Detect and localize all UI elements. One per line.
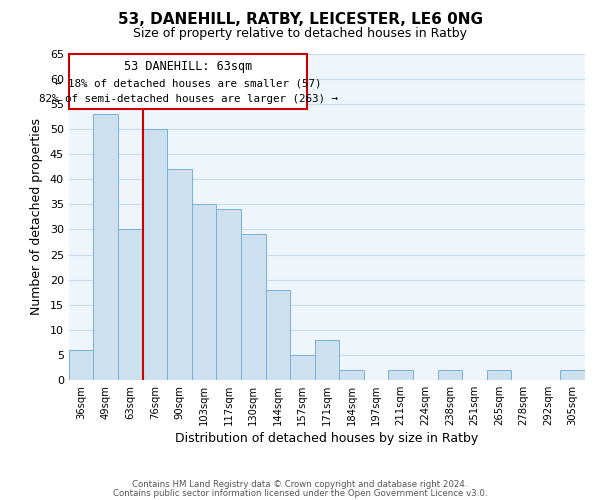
Text: 53 DANEHILL: 63sqm: 53 DANEHILL: 63sqm xyxy=(124,60,253,73)
Bar xyxy=(217,210,241,380)
Bar xyxy=(118,230,143,380)
Bar xyxy=(437,370,462,380)
Bar xyxy=(487,370,511,380)
Bar xyxy=(69,350,94,380)
Bar xyxy=(290,355,314,380)
Bar xyxy=(388,370,413,380)
Text: 53, DANEHILL, RATBY, LEICESTER, LE6 0NG: 53, DANEHILL, RATBY, LEICESTER, LE6 0NG xyxy=(118,12,482,28)
Text: ← 18% of detached houses are smaller (57): ← 18% of detached houses are smaller (57… xyxy=(55,78,322,88)
Bar xyxy=(339,370,364,380)
Bar xyxy=(192,204,217,380)
Bar xyxy=(560,370,585,380)
Text: Size of property relative to detached houses in Ratby: Size of property relative to detached ho… xyxy=(133,28,467,40)
Bar xyxy=(94,114,118,380)
Bar xyxy=(70,54,307,109)
Y-axis label: Number of detached properties: Number of detached properties xyxy=(30,118,43,316)
Bar xyxy=(241,234,266,380)
Text: 82% of semi-detached houses are larger (263) →: 82% of semi-detached houses are larger (… xyxy=(39,94,338,104)
Bar xyxy=(266,290,290,380)
Text: Contains HM Land Registry data © Crown copyright and database right 2024.: Contains HM Land Registry data © Crown c… xyxy=(132,480,468,489)
X-axis label: Distribution of detached houses by size in Ratby: Distribution of detached houses by size … xyxy=(175,432,479,445)
Bar xyxy=(143,129,167,380)
Bar xyxy=(314,340,339,380)
Text: Contains public sector information licensed under the Open Government Licence v3: Contains public sector information licen… xyxy=(113,488,487,498)
Bar xyxy=(167,170,192,380)
